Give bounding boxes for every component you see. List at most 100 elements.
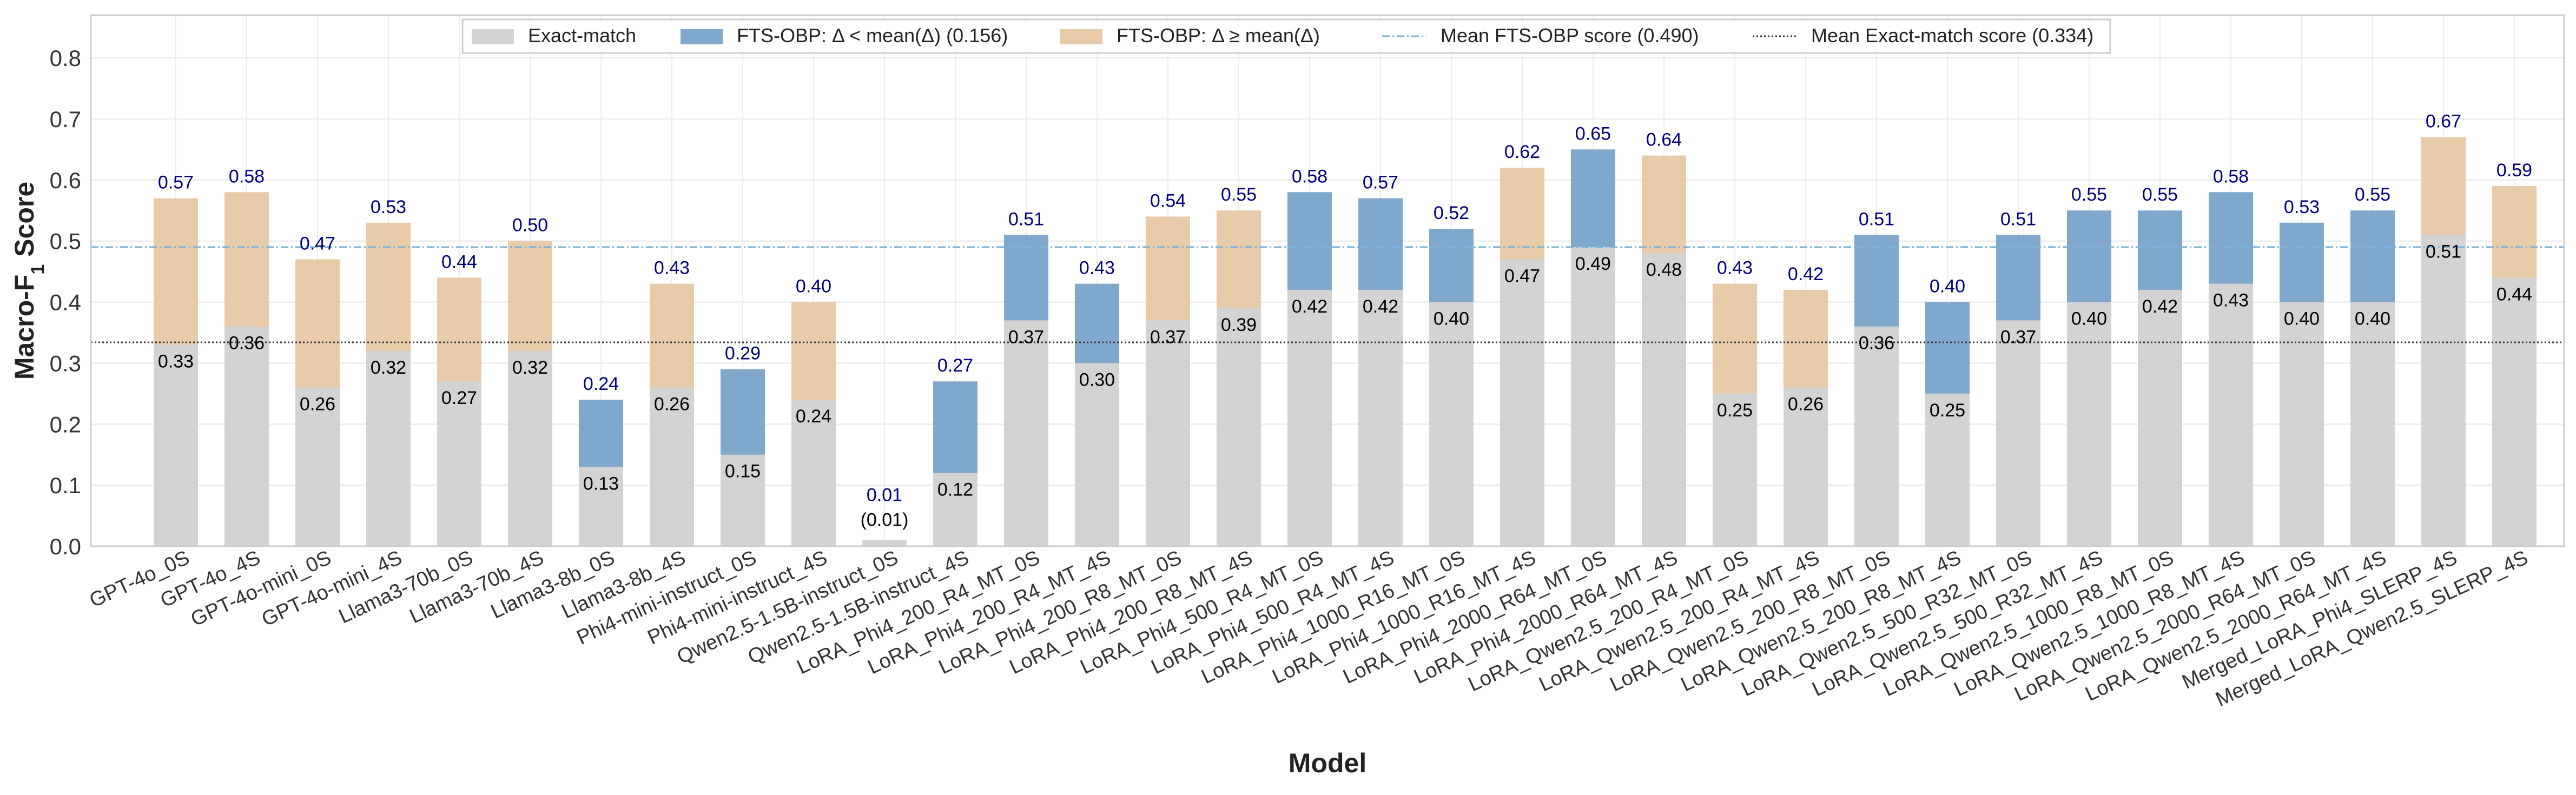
y-axis-label-suffix: Score — [9, 182, 39, 264]
bar-exact-match — [1429, 302, 1474, 546]
label-exact-match: 0.42 — [2142, 296, 2178, 317]
legend-label-mean-fts: Mean FTS-OBP score (0.490) — [1441, 24, 1699, 47]
label-exact-match: 0.32 — [371, 357, 406, 378]
label-exact-match: 0.37 — [1150, 327, 1186, 347]
label-exact-match: 0.12 — [937, 480, 973, 500]
label-fts-obp: 0.67 — [2426, 111, 2461, 132]
label-fts-obp: 0.55 — [1221, 184, 1257, 205]
label-exact-match: 0.15 — [725, 461, 761, 482]
mean-lines — [91, 246, 2564, 343]
label-exact-match: 0.49 — [1575, 254, 1611, 274]
label-fts-obp: 0.43 — [654, 258, 690, 279]
label-fts-obp: 0.42 — [1788, 264, 1824, 284]
label-fts-obp: 0.40 — [796, 276, 831, 297]
bar-exact-match — [1358, 289, 1403, 546]
y-tick-label: 0.1 — [50, 473, 81, 498]
label-exact-match: 0.40 — [1434, 309, 1469, 329]
y-tick-label: 0.7 — [50, 107, 81, 132]
label-fts-obp: 0.53 — [371, 197, 406, 217]
label-exact-match: 0.33 — [158, 352, 194, 372]
bar-exact-match — [366, 350, 411, 546]
label-exact-match: 0.13 — [583, 473, 619, 494]
label-exact-match: 0.27 — [441, 388, 477, 408]
bar-exact-match — [933, 473, 977, 546]
y-tick-label: 0.4 — [50, 290, 81, 315]
label-fts-obp: 0.51 — [2000, 209, 2036, 229]
y-tick-label: 0.2 — [50, 412, 81, 437]
bar-exact-match — [154, 345, 198, 546]
label-fts-obp: 0.51 — [1859, 209, 1894, 229]
legend-swatch-exact — [472, 29, 514, 44]
bar-exact-match — [1854, 326, 1899, 546]
label-fts-obp: 0.27 — [937, 355, 973, 376]
bar-exact-match — [2138, 289, 2182, 546]
label-fts-obp: 0.57 — [158, 173, 194, 193]
label-fts-obp: 0.24 — [583, 374, 619, 394]
bar-labels: 0.57 0.33 0.58 0.36 0.47 0.26 0.53 0.32 0.44 0.27… — [158, 111, 2532, 531]
label-exact-match: 0.39 — [1221, 315, 1257, 335]
label-fts-obp: 0.47 — [300, 233, 335, 254]
label-fts-obp: 0.43 — [1079, 258, 1115, 279]
label-fts-obp: 0.64 — [1646, 130, 1682, 150]
bar-exact-match — [791, 400, 836, 546]
bar-exact-match — [295, 387, 340, 546]
y-axis-label-subscript: 1 — [28, 264, 48, 275]
legend-label-fts-high: FTS-OBP: Δ ≥ mean(Δ) — [1117, 24, 1320, 47]
bar-exact-match — [721, 454, 765, 546]
label-exact-match: 0.25 — [1930, 400, 1965, 421]
bar-exact-match — [2209, 283, 2253, 546]
label-exact-match: 0.44 — [2496, 284, 2532, 304]
label-fts-obp: 0.58 — [2213, 166, 2249, 187]
label-fts-obp: 0.52 — [1434, 203, 1469, 223]
bar-exact-match — [579, 467, 623, 546]
y-tick-label: 0.0 — [50, 534, 81, 559]
y-axis-label-main: Macro-F — [9, 275, 39, 380]
label-fts-obp: 0.50 — [512, 215, 548, 236]
legend-label-exact: Exact-match — [528, 24, 636, 47]
legend-frame — [461, 18, 2111, 54]
plot-frame — [90, 14, 2565, 547]
bar-exact-match — [2492, 277, 2537, 546]
label-exact-match: 0.25 — [1717, 400, 1753, 421]
label-fts-obp: 0.01 — [867, 485, 902, 506]
label-fts-obp: 0.57 — [1363, 173, 1398, 193]
label-fts-obp: 0.65 — [1575, 123, 1611, 144]
label-exact-match: 0.37 — [2000, 327, 2036, 347]
label-exact-match: 0.48 — [1646, 260, 1682, 280]
label-fts-obp: 0.43 — [1717, 258, 1753, 279]
label-fts-obp: 0.55 — [2071, 184, 2107, 205]
bar-exact-match — [1004, 320, 1048, 546]
bar-exact-match — [1642, 253, 1686, 546]
label-fts-obp: 0.55 — [2142, 184, 2178, 205]
label-fts-obp: 0.54 — [1150, 190, 1186, 211]
label-exact-match: (0.01) — [861, 510, 909, 531]
bar-exact-match — [862, 540, 907, 546]
label-exact-match: 0.37 — [1008, 327, 1044, 347]
label-fts-obp: 0.58 — [229, 166, 265, 187]
bar-exact-match — [1075, 363, 1119, 546]
bar-exact-match — [2067, 302, 2111, 546]
bar-exact-match — [1925, 393, 1970, 546]
label-exact-match: 0.36 — [1859, 333, 1894, 354]
label-fts-obp: 0.59 — [2496, 160, 2532, 181]
y-tick-label: 0.8 — [50, 45, 81, 71]
label-fts-obp: 0.62 — [1504, 142, 1540, 162]
label-exact-match: 0.26 — [654, 394, 690, 415]
label-fts-obp: 0.44 — [441, 251, 477, 272]
label-fts-obp: 0.51 — [1008, 209, 1044, 229]
x-ticks: GPT-4o_0SGPT-4o_4SGPT-4o-mini_0SGPT-4o-m… — [86, 546, 2532, 711]
label-exact-match: 0.42 — [1363, 296, 1398, 317]
label-fts-obp: 0.40 — [1930, 276, 1965, 297]
y-tick-label: 0.3 — [50, 350, 81, 376]
label-fts-obp: 0.29 — [725, 343, 761, 364]
label-exact-match: 0.32 — [512, 357, 548, 378]
label-exact-match: 0.40 — [2355, 309, 2390, 329]
bar-exact-match — [508, 350, 552, 546]
label-exact-match: 0.40 — [2071, 309, 2107, 329]
legend-label-mean-exact: Mean Exact-match score (0.334) — [1811, 24, 2093, 47]
bar-exact-match — [1996, 320, 2040, 546]
bar-exact-match — [1784, 387, 1828, 546]
bar-exact-match — [437, 381, 481, 546]
bars — [154, 137, 2537, 546]
